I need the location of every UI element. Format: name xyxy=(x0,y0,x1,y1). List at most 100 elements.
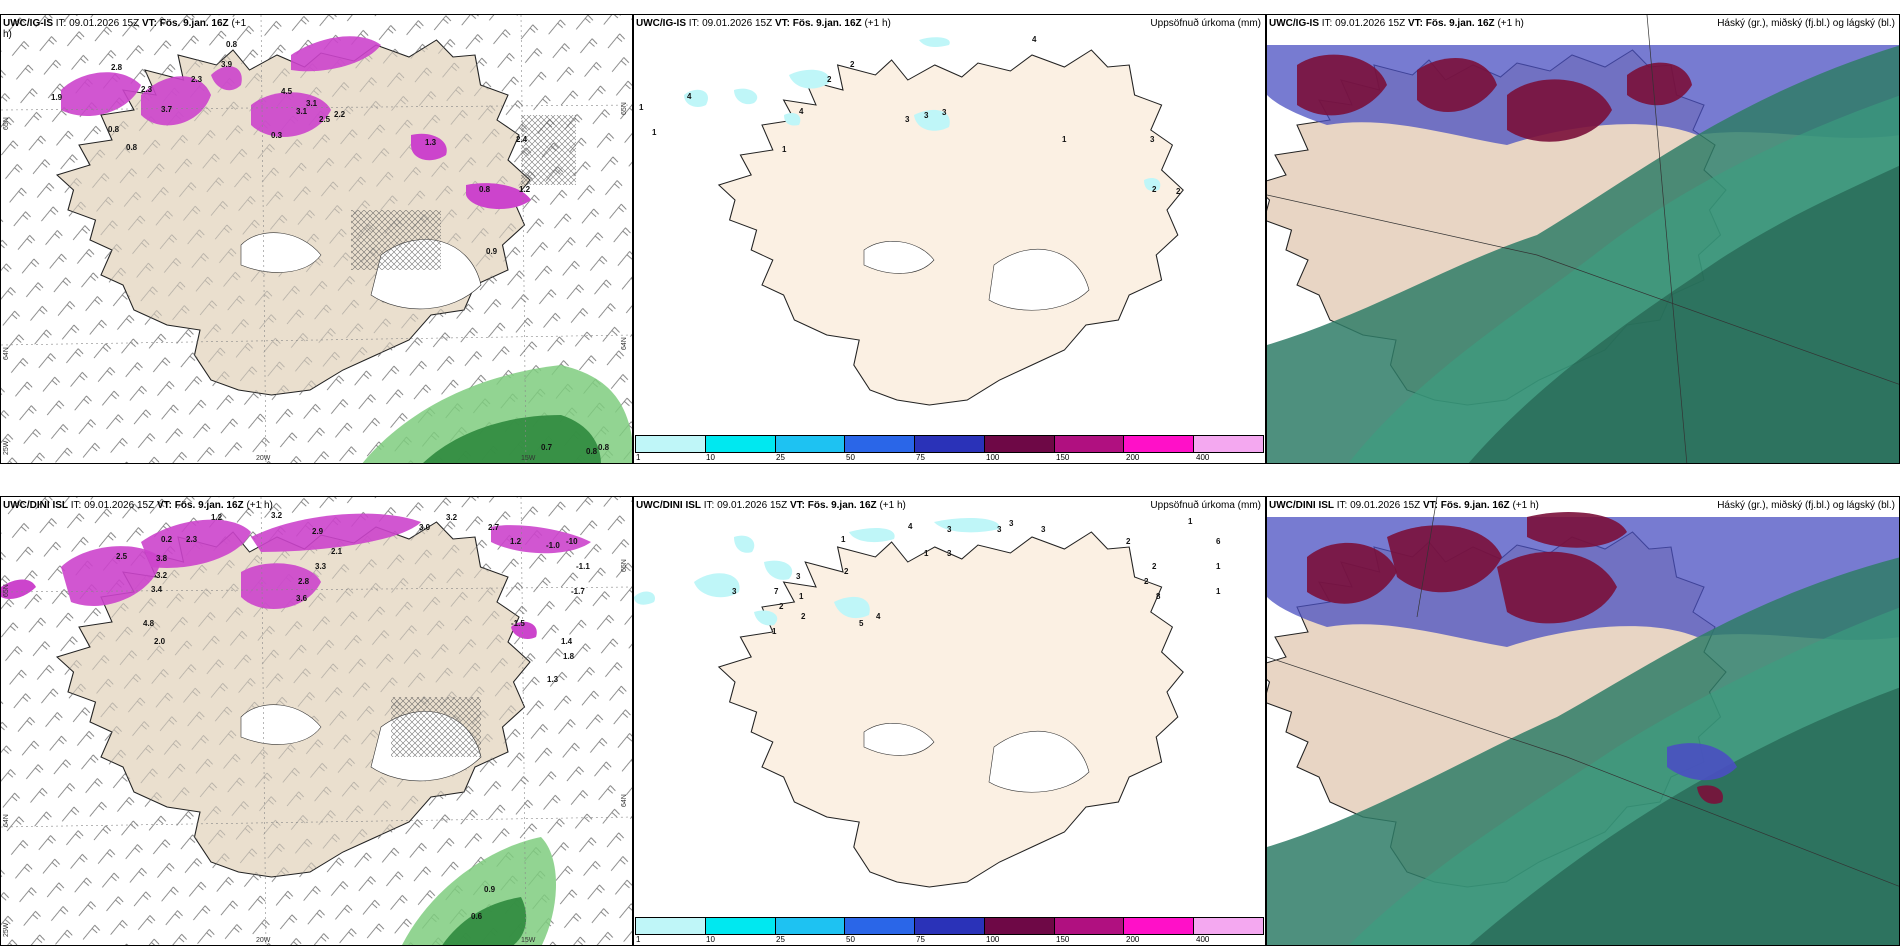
lead-time-cont: h) xyxy=(3,29,12,40)
precip-value: 3 xyxy=(947,525,952,534)
wind-map-row2 xyxy=(1,497,632,945)
wind-map-row1 xyxy=(1,15,632,463)
lon-label-20w: 20W xyxy=(256,455,271,462)
precip-value: 1 xyxy=(841,535,846,544)
legend-swatch xyxy=(984,918,1055,934)
precip-value: 1.4 xyxy=(561,637,573,646)
precip-value: 1 xyxy=(1216,562,1221,571)
lon-label-15w: 15W xyxy=(521,937,536,944)
legend-tick: 400 xyxy=(1196,935,1210,944)
precip-value: 3.2 xyxy=(271,511,283,520)
precip-value: 2.3 xyxy=(191,75,203,84)
init-time: IT: 09.01.2026 15Z xyxy=(70,500,155,511)
precip-value: 3 xyxy=(1009,519,1014,528)
precip-value: 2.1 xyxy=(331,547,343,556)
panel-right-title: Uppsöfnuð úrkoma (mm) xyxy=(1150,18,1261,29)
precip-value: 4 xyxy=(908,522,913,531)
model-name: UWC/IG-IS xyxy=(1269,18,1319,29)
legend-swatch xyxy=(1194,436,1264,452)
precip-value: 1 xyxy=(1062,135,1067,144)
valid-time: VT: Fös. 9.jan. 16Z xyxy=(1422,500,1510,511)
precip-map-row1 xyxy=(634,15,1265,463)
legend-swatch xyxy=(636,436,706,452)
precip-value: 4 xyxy=(799,107,804,116)
precip-value: 2.5 xyxy=(116,552,128,561)
precip-value: 1 xyxy=(782,145,787,154)
lead-time: (+1 h) xyxy=(1497,18,1524,29)
precip-value: 3 xyxy=(732,587,737,596)
precip-value: 1.3 xyxy=(547,675,559,684)
legend-tick: 10 xyxy=(706,935,715,944)
precip-value: 2 xyxy=(850,60,855,69)
lon-label-15w: 15W xyxy=(521,455,536,462)
precip-value: 0.8 xyxy=(598,443,610,452)
precip-value: 2.0 xyxy=(154,637,166,646)
init-time: IT: 09.01.2026 15Z xyxy=(703,500,788,511)
corner-label-25w: 25W xyxy=(3,922,10,937)
precip-value: 4 xyxy=(1032,35,1037,44)
legend-swatch xyxy=(845,436,916,452)
precip-value: 7 xyxy=(774,587,779,596)
precip-value: -1.7 xyxy=(571,587,585,596)
precip-value: 3.7 xyxy=(161,105,173,114)
precip-value: 0.8 xyxy=(479,185,491,194)
cloud-panel-row2: UWC/DINI ISL IT: 09.01.2026 15Z VT: Fös.… xyxy=(1266,496,1900,946)
init-time: IT: 09.01.2026 15Z xyxy=(688,18,773,29)
precip-value: 1.9 xyxy=(51,93,63,102)
legend-tick: 50 xyxy=(846,453,855,462)
precip-value: -1.0 xyxy=(546,541,560,550)
precip-value: 1.8 xyxy=(563,652,575,661)
precip-value: 3.2 xyxy=(446,513,458,522)
precip-value: 4 xyxy=(876,612,881,621)
legend-tick: 25 xyxy=(776,935,785,944)
precip-legend-row1: 1 10 25 50 75 100 150 200 400 xyxy=(634,433,1265,463)
lat-label-65n-right: 65N xyxy=(621,102,628,115)
valid-time: VT: Fös. 9.jan. 16Z xyxy=(156,500,244,511)
precip-value: 2.5 xyxy=(319,115,331,124)
precip-value: 2.4 xyxy=(516,135,528,144)
precip-value: 2 xyxy=(1152,562,1157,571)
panel-title: UWC/DINI ISL IT: 09.01.2026 15Z VT: Fös.… xyxy=(3,500,273,511)
precip-value: 2 xyxy=(1152,185,1157,194)
precip-value: 3 xyxy=(1041,525,1046,534)
lat-label-65n: 65N xyxy=(3,584,10,597)
panel-right-title: Uppsöfnuð úrkoma (mm) xyxy=(1150,500,1261,511)
precip-value: -1.1 xyxy=(576,562,590,571)
legend-swatch xyxy=(915,918,985,934)
precip-value: 3.1 xyxy=(296,107,308,116)
legend-swatch xyxy=(845,918,916,934)
precip-value: 4.5 xyxy=(281,87,293,96)
lead-time: (+1 h) xyxy=(246,500,273,511)
precip-value: 8 xyxy=(1156,592,1161,601)
legend-tick: 400 xyxy=(1196,453,1210,462)
init-time: IT: 09.01.2026 15Z xyxy=(55,18,140,29)
cloud-panel-row1: UWC/IG-IS IT: 09.01.2026 15Z VT: Fös. 9.… xyxy=(1266,14,1900,464)
legend-tick: 10 xyxy=(706,453,715,462)
legend-tick: 25 xyxy=(776,453,785,462)
panel-title: UWC/DINI ISL IT: 09.01.2026 15Z VT: Fös.… xyxy=(636,500,906,511)
legend-tick: 1 xyxy=(636,935,641,944)
model-name: UWC/DINI ISL xyxy=(636,500,701,511)
precip-map-row2 xyxy=(634,497,1265,945)
precip-value: 4 xyxy=(687,92,692,101)
precip-value: 0.8 xyxy=(126,143,138,152)
precip-value: 2.8 xyxy=(298,577,310,586)
precip-value: 1 xyxy=(652,128,657,137)
legend-tick: 150 xyxy=(1056,453,1070,462)
precip-value: 1.2 xyxy=(211,513,223,522)
panel-right-title: Háský (gr.), miðský (fj.bl.) og lágský (… xyxy=(1717,18,1895,29)
precip-value: 3.3 xyxy=(315,562,327,571)
model-name: UWC/IG-IS xyxy=(636,18,686,29)
precip-value: 0.8 xyxy=(108,125,120,134)
precip-value: 1 xyxy=(799,592,804,601)
panel-right-title: Háský (gr.), miðský (fj.bl.) og lágský (… xyxy=(1717,500,1895,511)
precip-value: 2.7 xyxy=(488,523,500,532)
precip-value: 2 xyxy=(801,612,806,621)
precip-value: 3 xyxy=(997,525,1002,534)
lat-label-64n-right: 64N xyxy=(621,794,628,807)
legend-swatch xyxy=(705,918,776,934)
legend-swatch xyxy=(775,918,846,934)
legend-tick: 75 xyxy=(916,935,925,944)
precip-value: 5 xyxy=(859,619,864,628)
precip-value: 1 xyxy=(1188,517,1193,526)
